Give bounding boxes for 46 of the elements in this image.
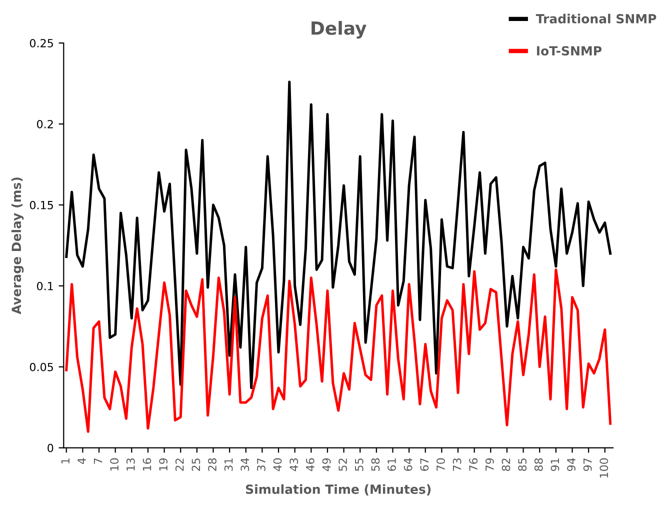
x-tick-label: 46: [306, 458, 314, 472]
x-tick-label: 94: [567, 458, 576, 471]
y-tick-label: 0.05: [30, 362, 53, 372]
y-tick-label: 0.2: [36, 120, 53, 128]
legend-label: IoT-SNMP: [537, 46, 602, 56]
x-tick-label: 64: [404, 458, 412, 471]
x-tick-label: 10: [110, 458, 119, 470]
x-tick-label: 97: [583, 458, 592, 471]
x-tick-label: 91: [550, 458, 560, 471]
x-tick-label: 49: [322, 458, 331, 472]
x-tick-label: 55: [355, 458, 364, 471]
x-axis-title: Simulation Time (Minutes): [246, 484, 431, 496]
x-tick-label: 73: [452, 458, 462, 471]
x-tick-label: 58: [371, 458, 380, 471]
x-tick-label: 34: [240, 458, 250, 471]
x-tick-label: 76: [469, 458, 478, 471]
x-tick-label: 43: [290, 458, 298, 472]
legend-label: Traditional SNMP: [536, 14, 656, 24]
x-tick-label: 28: [208, 458, 216, 471]
x-tick-label: 25: [192, 458, 200, 471]
line-series: [65, 268, 612, 433]
x-tick-label: 4: [78, 458, 86, 464]
x-tick-label: 7: [94, 458, 102, 464]
x-tick-label: 61: [388, 458, 396, 471]
chart-title: Delay: [312, 20, 366, 39]
x-tick-label: 82: [502, 458, 510, 471]
x-tick-label: 100: [600, 458, 608, 478]
y-tick-label: 0.1: [36, 282, 53, 290]
y-tick-label: 0: [48, 444, 54, 452]
x-tick-label: 67: [420, 458, 429, 471]
x-tick-label: 37: [257, 458, 266, 471]
x-tick-label: 31: [224, 458, 233, 471]
x-tick-label: 22: [175, 458, 184, 471]
x-tick-label: 19: [159, 458, 168, 470]
x-tick-label: 88: [534, 458, 543, 471]
x-tick-label: 79: [485, 458, 494, 471]
x-tick-label: 13: [126, 458, 135, 470]
y-tick-label: 0.15: [30, 200, 53, 210]
x-tick-label: 85: [518, 458, 527, 471]
y-axis-title: Average Delay (ms): [11, 178, 24, 314]
x-tick-label: 40: [273, 458, 282, 472]
x-tick-label: 52: [338, 458, 348, 471]
x-tick-label: 1: [61, 458, 70, 464]
x-tick-label: 16: [142, 458, 152, 470]
y-tick-label: 0.25: [30, 38, 53, 48]
x-tick-label: 70: [436, 458, 445, 471]
